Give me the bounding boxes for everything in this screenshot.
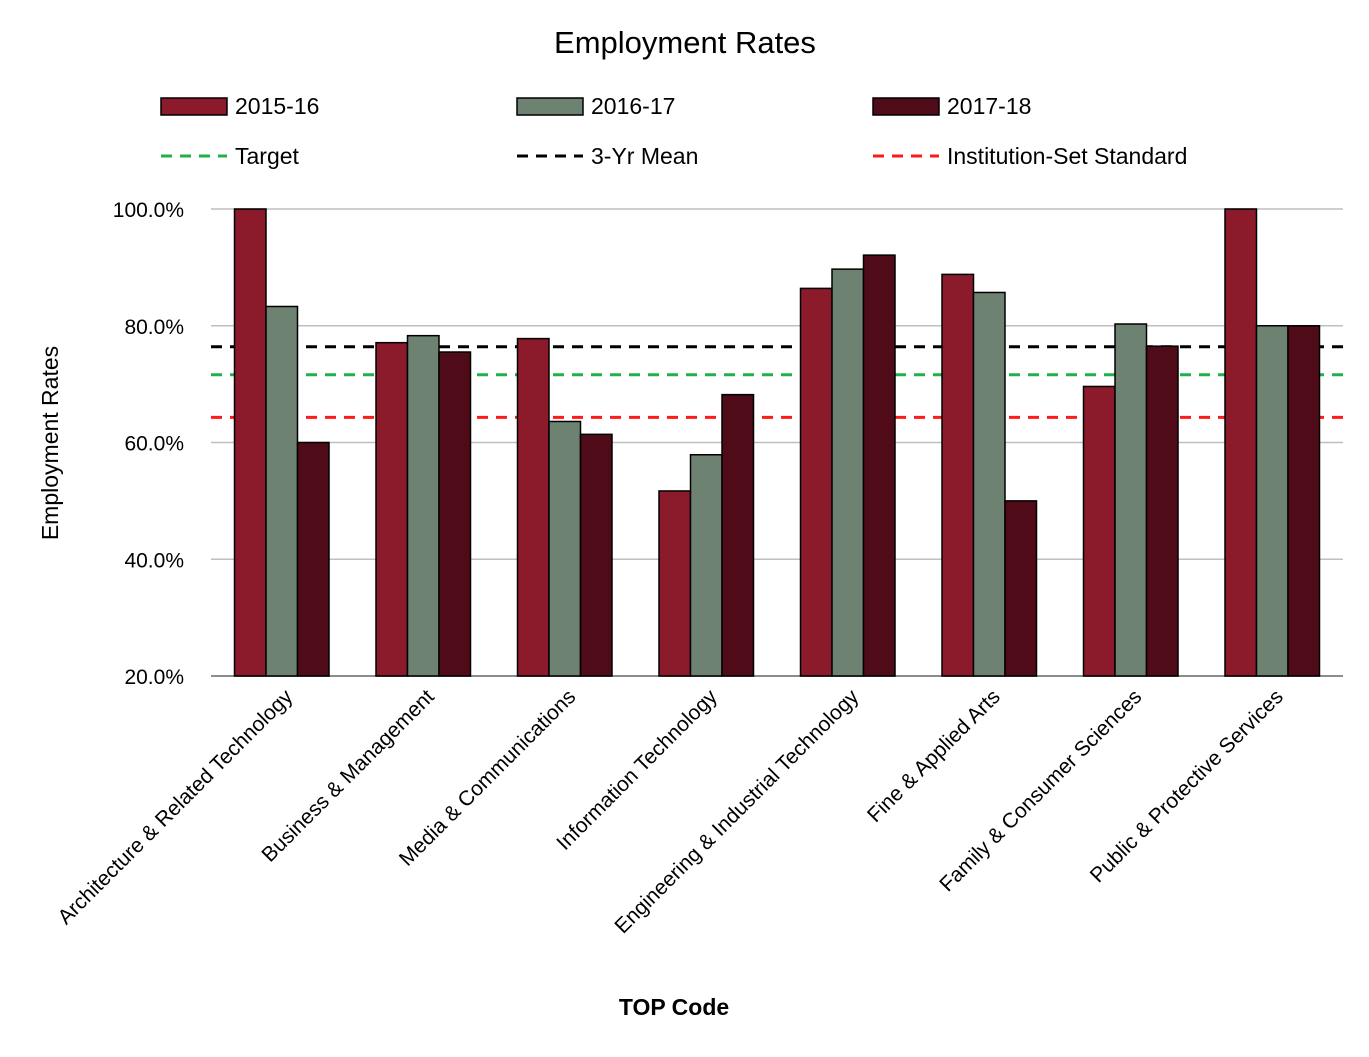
bar-2015-16-5 bbox=[941, 273, 975, 677]
y-axis-ticks: 20.0% 40.0% 60.0% 80.0% 100.0% bbox=[113, 199, 184, 689]
y-tick-label: 100.0% bbox=[113, 199, 184, 222]
bar-2017-18-1 bbox=[438, 351, 472, 677]
bar-2017-18-5 bbox=[1004, 500, 1038, 677]
bar-2015-16-0 bbox=[233, 208, 267, 677]
legend-label: 2015-16 bbox=[235, 93, 319, 119]
bar-2016-17-0 bbox=[265, 305, 299, 677]
bar-2016-17-5 bbox=[972, 291, 1006, 677]
bar-2017-18-3 bbox=[721, 393, 755, 677]
chart-title: Employment Rates bbox=[554, 25, 816, 60]
bar-2015-16-7 bbox=[1224, 208, 1258, 677]
y-tick-label: 60.0% bbox=[124, 433, 184, 456]
bar-2016-17-7 bbox=[1255, 325, 1289, 677]
y-axis-title: Employment Rates bbox=[37, 346, 63, 540]
bar-2017-18-6 bbox=[1145, 345, 1179, 677]
y-tick-label: 80.0% bbox=[124, 316, 184, 339]
legend-swatch-2015-16 bbox=[160, 97, 228, 116]
bar-2017-18-4 bbox=[862, 254, 896, 677]
bar-2017-18-7 bbox=[1287, 325, 1321, 677]
legend-swatch-2016-17 bbox=[516, 97, 584, 116]
legend-label: Target bbox=[235, 143, 300, 169]
bar-2015-16-6 bbox=[1082, 385, 1116, 677]
bar-2015-16-3 bbox=[658, 490, 692, 677]
bar-2016-17-1 bbox=[406, 334, 440, 677]
bar-2017-18-0 bbox=[296, 441, 330, 677]
bar-2016-17-2 bbox=[548, 420, 582, 677]
x-axis-title: TOP Code bbox=[619, 994, 729, 1020]
bar-2016-17-4 bbox=[831, 268, 865, 677]
legend-swatch-2017-18 bbox=[872, 97, 940, 116]
bar-2016-17-6 bbox=[1114, 323, 1148, 677]
bar-2016-17-3 bbox=[689, 454, 723, 677]
legend-label: Institution-Set Standard bbox=[947, 143, 1187, 169]
y-tick-label: 20.0% bbox=[124, 666, 184, 689]
bar-2017-18-2 bbox=[579, 433, 613, 677]
bar-2015-16-2 bbox=[516, 337, 550, 677]
legend-label: 2016-17 bbox=[591, 93, 675, 119]
legend: 2015-16 2016-17 2017-18 Target 3-Yr Mean Inst… bbox=[160, 93, 1187, 169]
legend-label: 2017-18 bbox=[947, 93, 1031, 119]
y-tick-label: 40.0% bbox=[124, 549, 184, 572]
legend-label: 3-Yr Mean bbox=[591, 143, 698, 169]
bar-2015-16-4 bbox=[799, 287, 833, 677]
bars bbox=[233, 208, 1321, 677]
bar-2015-16-1 bbox=[375, 341, 409, 677]
